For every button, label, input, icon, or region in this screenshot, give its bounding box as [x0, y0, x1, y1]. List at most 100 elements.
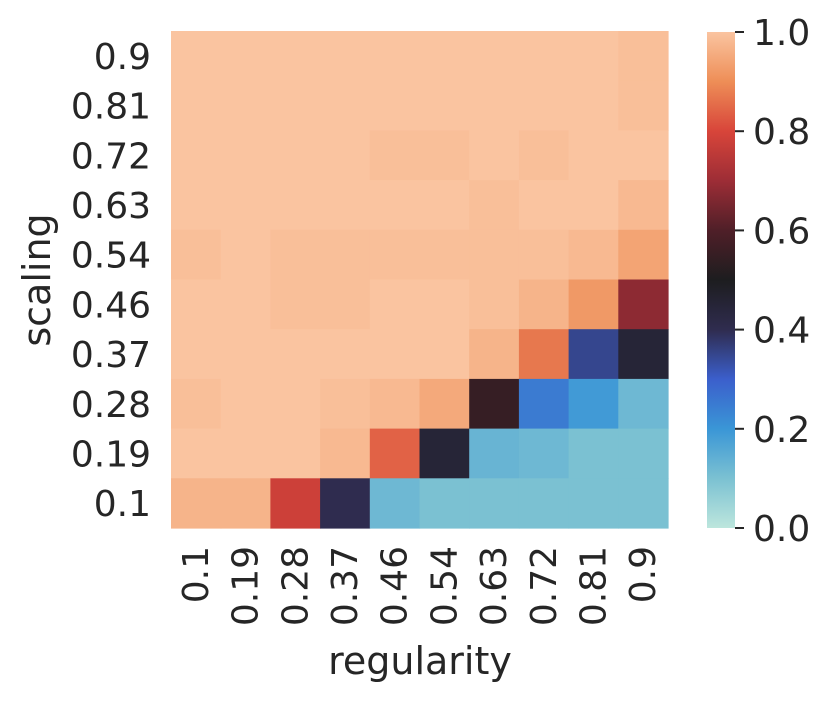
heatmap-cell — [568, 478, 619, 529]
heatmap-cell — [270, 80, 321, 131]
heatmap-cell — [518, 428, 570, 479]
heatmap-cell — [618, 478, 669, 529]
heatmap-cell — [220, 180, 271, 231]
heatmap-cell — [220, 80, 271, 131]
heatmap-cell — [518, 378, 570, 430]
y-tick-label: 0.19 — [71, 434, 151, 475]
heatmap-cell — [270, 130, 321, 181]
colorbar-tick-label: 1.0 — [753, 13, 810, 54]
heatmap-cell — [469, 130, 520, 181]
colorbar-tick-label: 0.6 — [753, 211, 810, 252]
heatmap-cell — [171, 428, 222, 479]
heatmap-cell — [568, 80, 619, 131]
heatmap-cell — [320, 180, 371, 231]
heatmap-cell — [270, 180, 321, 231]
heatmap-cell — [469, 279, 520, 330]
heatmap-cell — [270, 428, 321, 479]
heatmap-cell — [171, 80, 222, 131]
heatmap-cell — [220, 329, 271, 380]
heatmap-cell — [220, 478, 271, 529]
heatmap-cell — [320, 428, 371, 479]
heatmap-cell — [518, 229, 570, 281]
heatmap-cell — [618, 428, 669, 479]
heatmap-cell — [568, 31, 619, 82]
y-tick-label: 0.28 — [71, 385, 151, 426]
heatmap-cell — [369, 130, 421, 181]
heatmap-cell — [369, 80, 421, 131]
y-tick-label: 0.46 — [71, 285, 151, 326]
heatmap-cell — [518, 31, 570, 82]
colorbar-tick-label: 0.8 — [753, 112, 810, 153]
x-tick-label: 0.72 — [524, 546, 565, 626]
heatmap-cell — [369, 31, 421, 82]
y-tick-label: 0.72 — [71, 136, 151, 177]
heatmap-cell — [469, 428, 520, 479]
y-tick-label: 0.9 — [94, 37, 151, 78]
x-tick-label: 0.63 — [474, 546, 515, 626]
x-axis-label: regularity — [328, 639, 512, 683]
heatmap-cell — [568, 279, 619, 330]
heatmap-cell — [171, 180, 222, 231]
heatmap-cell — [270, 229, 321, 281]
heatmap-cell — [419, 180, 470, 231]
heatmap-cell — [369, 478, 421, 529]
heatmap-cell — [171, 130, 222, 181]
heatmap-cell — [618, 31, 669, 82]
heatmap-cell — [320, 229, 371, 281]
heatmap-cell — [518, 329, 570, 380]
heatmap-cell — [469, 31, 520, 82]
x-tick-label: 0.46 — [375, 546, 416, 626]
heatmap-cell — [518, 478, 570, 529]
heatmap-cell — [320, 80, 371, 131]
colorbar-tick-label: 0.2 — [753, 410, 810, 451]
heatmap-cell — [171, 31, 222, 82]
heatmap-cell — [568, 229, 619, 281]
y-tick-label: 0.1 — [94, 484, 151, 525]
heatmap-cell — [220, 31, 271, 82]
heatmap-cell — [270, 478, 321, 529]
heatmap-cell — [270, 279, 321, 330]
heatmap-cell — [369, 329, 421, 380]
x-tick-label: 0.81 — [573, 546, 614, 626]
heatmap-cell — [419, 229, 470, 281]
y-tick-labels: 0.9 0.81 0.72 0.63 0.54 0.46 0.37 0.28 0.19 0.1 — [71, 37, 151, 525]
heatmap-cell — [618, 180, 669, 231]
heatmap-cell — [419, 378, 470, 430]
heatmap-cell — [171, 229, 222, 281]
heatmap-cell — [320, 478, 371, 529]
heatmap-cell — [568, 378, 619, 430]
heatmap-cell — [568, 180, 619, 231]
x-tick-label: 0.28 — [275, 546, 316, 626]
heatmap-cell — [369, 279, 421, 330]
heatmap-cell — [320, 130, 371, 181]
x-tick-label: 0.9 — [623, 546, 664, 603]
heatmap-cell — [171, 329, 222, 380]
heatmap-cell — [320, 378, 371, 430]
heatmap-cell — [518, 80, 570, 131]
heatmap-cell — [419, 31, 470, 82]
heatmap-cell — [369, 180, 421, 231]
y-tick-label: 0.54 — [71, 236, 151, 277]
heatmap-cell — [618, 279, 669, 330]
heatmap-cell — [220, 130, 271, 181]
heatmap-cell — [469, 329, 520, 380]
heatmap-cell — [171, 378, 222, 430]
x-tick-label: 0.54 — [424, 546, 465, 626]
heatmap-cell — [270, 31, 321, 82]
heatmap-cell — [518, 279, 570, 330]
heatmap-cell — [568, 329, 619, 380]
y-tick-label: 0.63 — [71, 186, 151, 227]
heatmap-cell — [419, 80, 470, 131]
heatmap-cell — [469, 80, 520, 131]
heatmap-cell — [568, 130, 619, 181]
heatmap-cell — [419, 279, 470, 330]
heatmap-cell — [171, 478, 222, 529]
heatmap-cell — [369, 378, 421, 430]
heatmap-cell — [369, 428, 421, 479]
x-tick-labels: 0.1 0.19 0.28 0.37 0.46 0.54 0.63 0.72 0.81 0.9 — [176, 546, 664, 626]
colorbar-tick-label: 0.0 — [753, 509, 810, 550]
heatmap-cells — [171, 31, 669, 529]
heatmap-cell — [320, 279, 371, 330]
